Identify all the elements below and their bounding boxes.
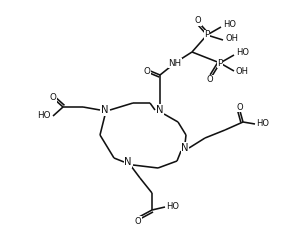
Text: P: P [204,30,210,39]
Text: OH: OH [236,66,249,75]
Text: N: N [156,105,164,115]
Text: O: O [144,66,150,75]
Text: OH: OH [225,35,238,44]
Text: O: O [195,16,201,25]
Text: O: O [237,102,243,111]
Text: N: N [101,105,109,115]
Text: HO: HO [223,21,236,29]
Text: O: O [50,94,56,102]
Text: O: O [135,217,141,225]
Text: P: P [217,59,223,68]
Text: HO: HO [256,120,269,128]
Text: N: N [124,157,132,167]
Text: NH: NH [168,59,181,68]
Text: HO: HO [236,49,249,58]
Text: HO: HO [166,201,179,210]
Text: N: N [181,143,189,153]
Text: O: O [207,75,213,85]
Text: HO: HO [37,111,51,121]
